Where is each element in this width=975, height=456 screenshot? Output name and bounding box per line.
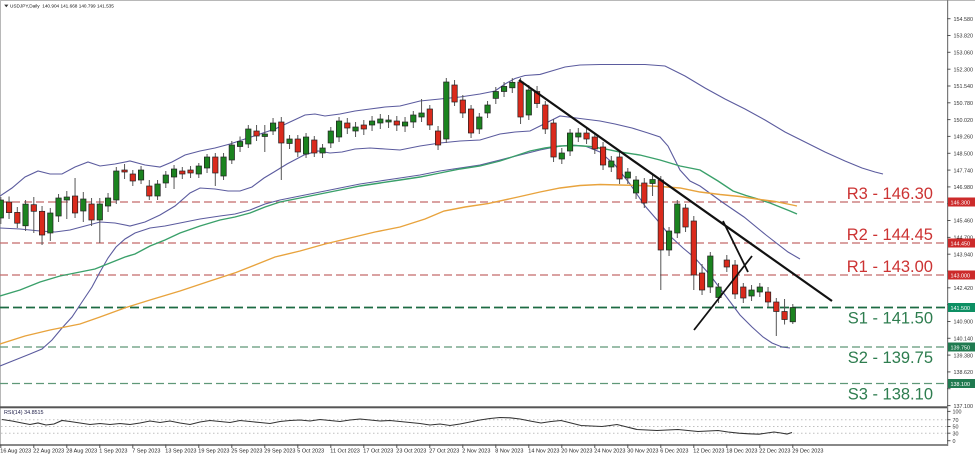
svg-text:5 Oct 2023: 5 Oct 2023 (297, 448, 324, 454)
svg-text:S1 - 141.50: S1 - 141.50 (848, 310, 933, 328)
svg-text:2 Nov 2023: 2 Nov 2023 (462, 448, 490, 454)
svg-text:148.500: 148.500 (954, 152, 974, 158)
svg-text:19 Sep 2023: 19 Sep 2023 (198, 448, 229, 454)
svg-text:139.380: 139.380 (954, 353, 974, 359)
svg-text:24 Nov 2023: 24 Nov 2023 (594, 448, 625, 454)
svg-text:18 Dec 2023: 18 Dec 2023 (726, 448, 757, 454)
svg-text:151.540: 151.540 (954, 84, 974, 90)
svg-text:149.260: 149.260 (954, 135, 974, 141)
svg-text:141.500: 141.500 (951, 306, 971, 312)
svg-text:13 Sep 2023: 13 Sep 2023 (165, 448, 196, 454)
svg-text:8 Nov 2023: 8 Nov 2023 (495, 448, 523, 454)
svg-text:146.300: 146.300 (951, 200, 971, 206)
svg-text:25 Sep 2023: 25 Sep 2023 (231, 448, 262, 454)
svg-text:144.450: 144.450 (951, 241, 971, 247)
svg-text:138.100: 138.100 (951, 382, 971, 388)
svg-text:USDJPY,Daily 140.904 141.668: USDJPY,Daily 140.904 141.668 140.799 141… (10, 4, 114, 9)
svg-text:138.620: 138.620 (954, 370, 974, 376)
svg-text:153.060: 153.060 (954, 51, 974, 57)
svg-text:29 Sep 2023: 29 Sep 2023 (264, 448, 295, 454)
svg-text:147.740: 147.740 (954, 168, 974, 174)
svg-text:152.300: 152.300 (954, 67, 974, 73)
svg-text:28 Aug 2023: 28 Aug 2023 (66, 448, 97, 454)
svg-text:R2 - 144.45: R2 - 144.45 (847, 226, 933, 244)
svg-text:29 Dec 2023: 29 Dec 2023 (792, 448, 823, 454)
svg-text:7 Sep 2023: 7 Sep 2023 (132, 448, 160, 454)
svg-text:140.140: 140.140 (954, 337, 974, 343)
svg-text:140.900: 140.900 (954, 320, 974, 326)
svg-text:154.580: 154.580 (954, 17, 974, 23)
svg-text:S2 - 139.75: S2 - 139.75 (848, 349, 933, 367)
svg-text:6 Dec 2023: 6 Dec 2023 (660, 448, 688, 454)
svg-text:139.750: 139.750 (951, 345, 971, 351)
svg-text:150.780: 150.780 (954, 101, 974, 107)
svg-text:14 Nov 2023: 14 Nov 2023 (528, 448, 559, 454)
svg-text:12 Dec 2023: 12 Dec 2023 (693, 448, 724, 454)
svg-text:143.000: 143.000 (951, 273, 971, 279)
svg-text:100: 100 (953, 410, 962, 416)
svg-text:S3 - 138.10: S3 - 138.10 (848, 386, 933, 404)
svg-text:22 Aug 2023: 22 Aug 2023 (33, 448, 64, 454)
svg-text:30: 30 (953, 431, 959, 437)
svg-text:20 Nov 2023: 20 Nov 2023 (561, 448, 592, 454)
svg-text:0: 0 (953, 439, 956, 445)
svg-text:146.980: 146.980 (954, 185, 974, 191)
svg-text:27 Oct 2023: 27 Oct 2023 (429, 448, 459, 454)
svg-text:R3 - 146.30: R3 - 146.30 (847, 185, 933, 203)
svg-text:17 Oct 2023: 17 Oct 2023 (363, 448, 393, 454)
svg-text:143.940: 143.940 (954, 252, 974, 258)
svg-text:153.820: 153.820 (954, 34, 974, 40)
svg-text:R1 - 143.00: R1 - 143.00 (847, 258, 933, 276)
svg-text:11 Oct 2023: 11 Oct 2023 (330, 448, 360, 454)
svg-text:30 Nov 2023: 30 Nov 2023 (627, 448, 658, 454)
svg-text:22 Dec 2023: 22 Dec 2023 (759, 448, 790, 454)
svg-text:1 Sep 2023: 1 Sep 2023 (99, 448, 127, 454)
svg-text:137.100: 137.100 (954, 404, 974, 410)
svg-text:16 Aug 2023: 16 Aug 2023 (0, 448, 31, 454)
svg-text:145.460: 145.460 (954, 219, 974, 225)
svg-text:70: 70 (953, 418, 959, 424)
svg-text:23 Oct 2023: 23 Oct 2023 (396, 448, 426, 454)
svg-text:50: 50 (953, 425, 959, 431)
svg-text:150.020: 150.020 (954, 118, 974, 124)
svg-text:142.420: 142.420 (954, 286, 974, 292)
svg-text:RSI(14) 34.8515: RSI(14) 34.8515 (4, 410, 44, 416)
